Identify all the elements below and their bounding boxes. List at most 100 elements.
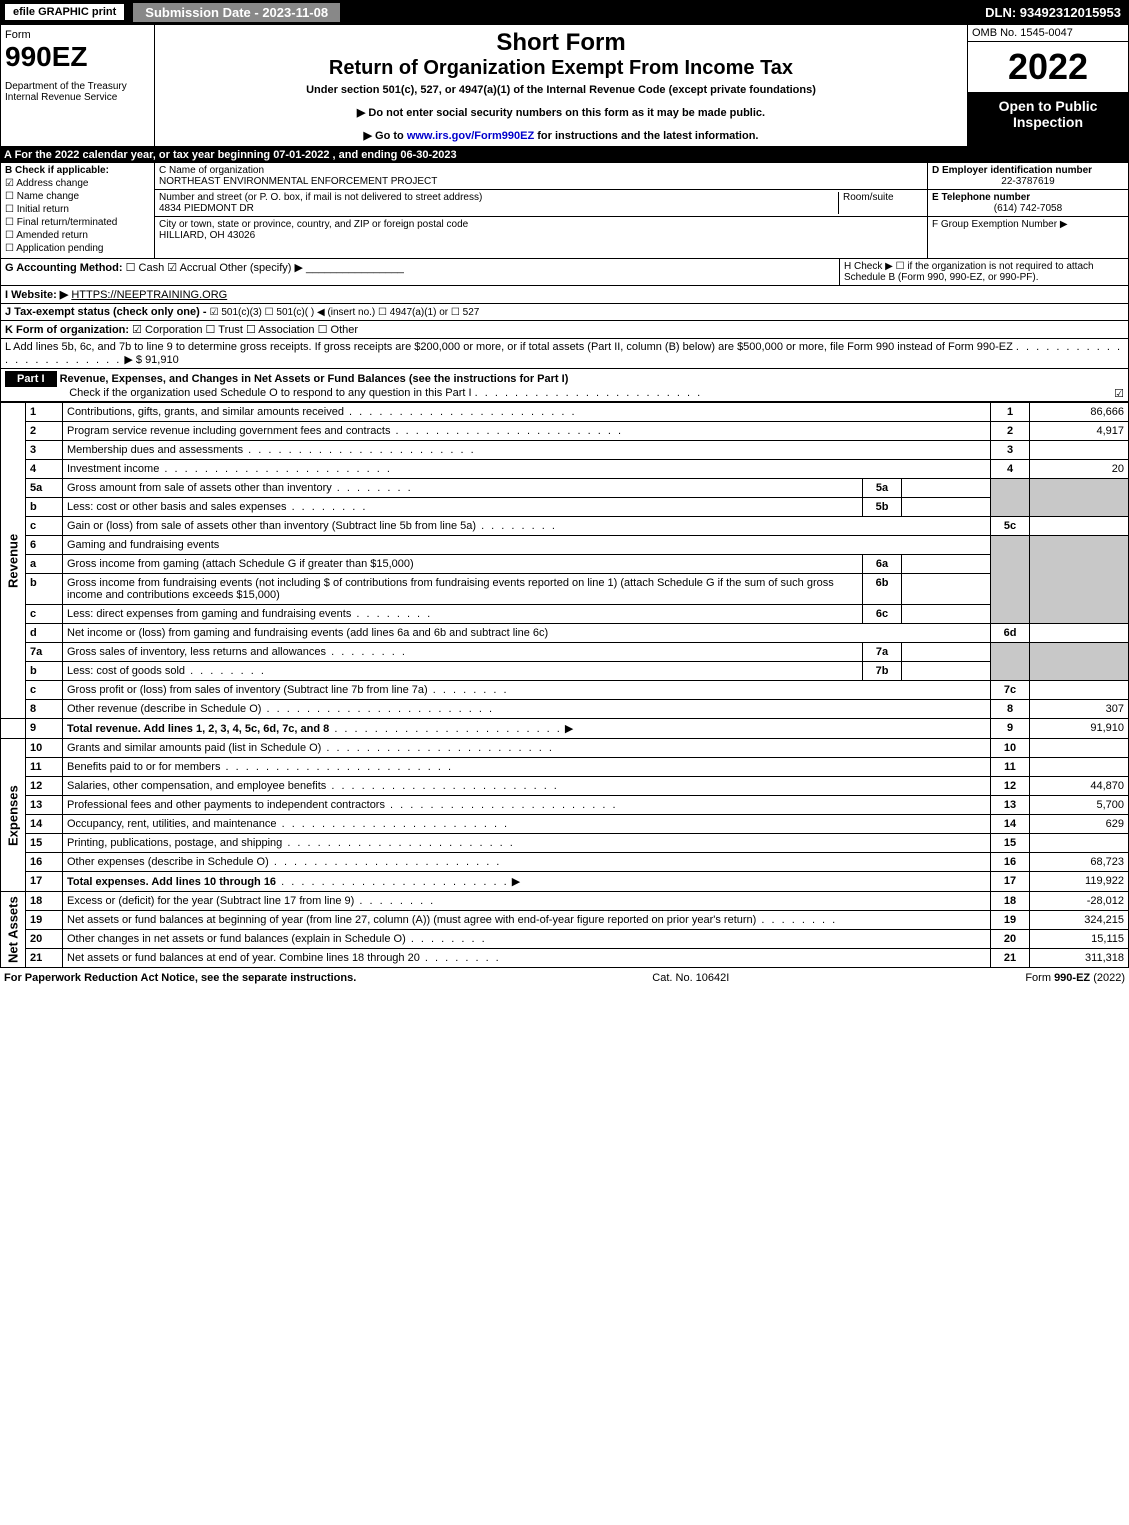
line-21-desc: Net assets or fund balances at end of ye… (67, 952, 420, 964)
omb-number: OMB No. 1545-0047 (968, 25, 1128, 42)
part-1-title: Revenue, Expenses, and Changes in Net As… (60, 373, 569, 385)
line-19-col: 19 (991, 911, 1030, 930)
i-label: I Website: ▶ (5, 289, 68, 301)
ein: 22-3787619 (932, 176, 1124, 187)
line-5a-sub: 5a (863, 479, 902, 498)
line-12-desc: Salaries, other compensation, and employ… (67, 780, 326, 792)
line-11-val (1030, 758, 1129, 777)
line-18-val: -28,012 (1030, 892, 1129, 911)
check-initial-return[interactable]: Initial return (5, 204, 150, 215)
line-8-desc: Other revenue (describe in Schedule O) (67, 703, 261, 715)
city-label: City or town, state or province, country… (159, 219, 923, 230)
line-6a-sub: 6a (863, 555, 902, 574)
line-13-col: 13 (991, 796, 1030, 815)
line-7b-sub: 7b (863, 662, 902, 681)
section-b: B Check if applicable: Address change Na… (1, 163, 155, 258)
phone: (614) 742-7058 (932, 203, 1124, 214)
phone-label: E Telephone number (932, 192, 1124, 203)
section-j: J Tax-exempt status (check only one) - ☑… (0, 304, 1129, 321)
room-label: Room/suite (838, 192, 923, 214)
check-final-return[interactable]: Final return/terminated (5, 217, 150, 228)
l-arrow: ▶ $ (124, 354, 145, 366)
line-14-val: 629 (1030, 815, 1129, 834)
section-a: A For the 2022 calendar year, or tax yea… (0, 147, 1129, 163)
line-10-col: 10 (991, 739, 1030, 758)
line-6b-sub: 6b (863, 574, 902, 605)
line-8-val: 307 (1030, 700, 1129, 719)
line-16-desc: Other expenses (describe in Schedule O) (67, 856, 269, 868)
part-1-label: Part I (5, 371, 57, 387)
line-14-col: 14 (991, 815, 1030, 834)
line-20-val: 15,115 (1030, 930, 1129, 949)
expenses-side-label: Expenses (1, 739, 26, 892)
l-text: L Add lines 5b, 6c, and 7b to line 9 to … (5, 341, 1013, 353)
check-address-change[interactable]: Address change (5, 178, 150, 189)
g-other: Other (specify) ▶ (219, 262, 303, 274)
street-row: Number and street (or P. O. box, if mail… (155, 190, 927, 217)
line-1-val: 86,666 (1030, 403, 1129, 422)
top-bar: efile GRAPHIC print Submission Date - 20… (0, 0, 1129, 24)
line-2-val: 4,917 (1030, 422, 1129, 441)
tax-year: 2022 (968, 42, 1128, 92)
footer-left: For Paperwork Reduction Act Notice, see … (4, 972, 356, 984)
line-7a-desc: Gross sales of inventory, less returns a… (67, 646, 326, 658)
section-b-row: B Check if applicable: Address change Na… (0, 163, 1129, 259)
line-10-val (1030, 739, 1129, 758)
line-5b-sub: 5b (863, 498, 902, 517)
check-amended-return[interactable]: Amended return (5, 230, 150, 241)
form-header: Form 990EZ Department of the Treasury In… (0, 24, 1129, 147)
line-17-col: 17 (991, 872, 1030, 892)
street-label: Number and street (or P. O. box, if mail… (159, 192, 838, 203)
line-19-desc: Net assets or fund balances at beginning… (67, 914, 756, 926)
check-application-pending[interactable]: Application pending (5, 243, 150, 254)
line-3-desc: Membership dues and assessments (67, 444, 243, 456)
line-18-col: 18 (991, 892, 1030, 911)
line-6-desc: Gaming and fundraising events (63, 536, 991, 555)
instr-ssn: ▶ Do not enter social security numbers o… (159, 106, 963, 119)
efile-print-button[interactable]: efile GRAPHIC print (4, 3, 125, 21)
j-label: J Tax-exempt status (check only one) - (5, 306, 210, 318)
line-19-val: 324,215 (1030, 911, 1129, 930)
header-left: Form 990EZ Department of the Treasury In… (1, 25, 155, 146)
line-13-val: 5,700 (1030, 796, 1129, 815)
form-number: 990EZ (5, 41, 150, 73)
website[interactable]: HTTPS://NEEPTRAINING.ORG (71, 289, 227, 301)
line-11-col: 11 (991, 758, 1030, 777)
org-name-label: C Name of organization (159, 165, 923, 176)
department: Department of the Treasury Internal Reve… (5, 81, 150, 103)
line-5c-col: 5c (991, 517, 1030, 536)
line-11-desc: Benefits paid to or for members (67, 761, 220, 773)
line-3-col: 3 (991, 441, 1030, 460)
footer-mid: Cat. No. 10642I (652, 972, 729, 984)
line-6d-col: 6d (991, 624, 1030, 643)
line-15-col: 15 (991, 834, 1030, 853)
irs-link[interactable]: www.irs.gov/Form990EZ (407, 130, 534, 142)
instr-link: ▶ Go to www.irs.gov/Form990EZ for instru… (159, 129, 963, 142)
line-5b-desc: Less: cost or other basis and sales expe… (67, 501, 287, 513)
line-6b-desc: Gross income from fundraising events (no… (67, 577, 834, 601)
line-7c-val (1030, 681, 1129, 700)
part-1-check: Check if the organization used Schedule … (69, 387, 471, 399)
l-value: 91,910 (145, 354, 179, 366)
instr-pre: ▶ Go to (364, 130, 407, 142)
section-i: I Website: ▶ HTTPS://NEEPTRAINING.ORG (0, 286, 1129, 304)
line-6d-desc: Net income or (loss) from gaming and fun… (67, 627, 548, 639)
header-mid: Short Form Return of Organization Exempt… (155, 25, 967, 146)
check-name-change[interactable]: Name change (5, 191, 150, 202)
line-21-val: 311,318 (1030, 949, 1129, 968)
line-10-desc: Grants and similar amounts paid (list in… (67, 742, 321, 754)
line-6a-desc: Gross income from gaming (attach Schedul… (67, 558, 414, 570)
line-7c-desc: Gross profit or (loss) from sales of inv… (67, 684, 428, 696)
net-assets-side-label: Net Assets (1, 892, 26, 968)
footer-right-bold: 990-EZ (1054, 972, 1090, 984)
line-17-val: 119,922 (1030, 872, 1129, 892)
line-17-desc: Total expenses. Add lines 10 through 16 (67, 876, 276, 888)
line-12-col: 12 (991, 777, 1030, 796)
line-1-desc: Contributions, gifts, grants, and simila… (67, 406, 344, 418)
footer-right-pre: Form (1025, 972, 1054, 984)
section-b-label: B Check if applicable: (5, 165, 150, 176)
footer-right: Form 990-EZ (2022) (1025, 972, 1125, 984)
line-1-num: 1 (26, 403, 63, 422)
part-1-checkbox[interactable]: ☑ (1114, 387, 1124, 400)
line-4-desc: Investment income (67, 463, 159, 475)
